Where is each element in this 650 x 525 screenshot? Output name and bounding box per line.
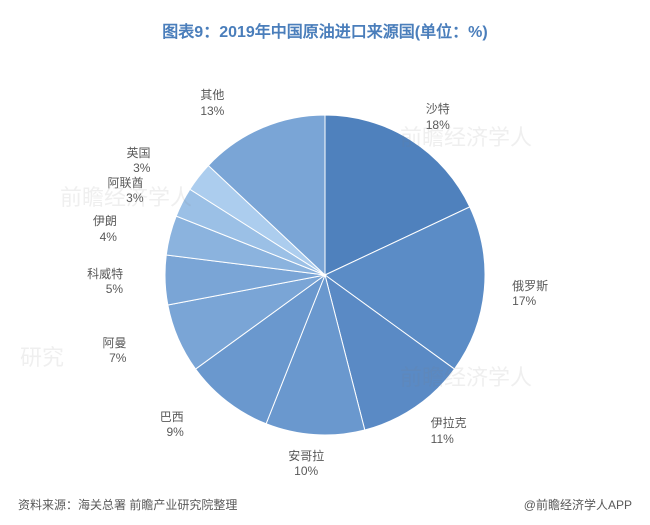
chart-title: 图表9：2019年中国原油进口来源国(单位：%) — [0, 0, 650, 42]
slice-name: 伊朗 — [93, 214, 117, 228]
slice-value: 3% — [126, 191, 143, 205]
source-text: 资料来源：海关总署 前瞻产业研究院整理 — [18, 496, 237, 513]
slice-label: 英国3% — [126, 146, 150, 177]
slice-label: 沙特 18% — [426, 102, 450, 133]
slice-name: 巴西 — [160, 410, 184, 424]
slice-value: 11% — [431, 432, 454, 446]
slice-name: 科威特 — [87, 267, 123, 281]
attribution-text: @前瞻经济学人APP — [524, 496, 632, 513]
slice-label: 阿联酋3% — [107, 176, 143, 207]
slice-name: 沙特 — [426, 102, 450, 116]
slice-value: 4% — [100, 230, 117, 244]
slice-label: 科威特5% — [87, 267, 123, 298]
slice-value: 18% — [426, 118, 450, 132]
slice-value: 10% — [294, 464, 318, 478]
slice-name: 英国 — [126, 146, 150, 160]
slice-value: 9% — [166, 425, 183, 439]
slice-name: 阿联酋 — [107, 176, 143, 190]
slice-name: 安哥拉 — [288, 449, 324, 463]
slice-value: 17% — [512, 294, 536, 308]
slice-label: 巴西9% — [160, 410, 184, 441]
slice-name: 阿曼 — [102, 336, 126, 350]
slice-value: 7% — [109, 351, 126, 365]
pie-svg — [0, 50, 650, 470]
slice-name: 其他 — [200, 88, 224, 102]
slice-name: 俄罗斯 — [512, 279, 548, 293]
slice-label: 俄罗斯17% — [512, 279, 548, 310]
slice-label: 安哥拉10% — [288, 449, 324, 480]
pie-chart: 沙特18%俄罗斯17%伊拉克11%安哥拉10%巴西9%阿曼7%科威特5%伊朗4%… — [0, 50, 650, 470]
slice-value: 13% — [200, 104, 224, 118]
slice-value: 5% — [106, 282, 123, 296]
slice-label: 伊拉克 11% — [431, 416, 467, 447]
slice-label: 其他 13% — [200, 88, 224, 119]
slice-value: 3% — [133, 161, 150, 175]
footer: 资料来源：海关总署 前瞻产业研究院整理 @前瞻经济学人APP — [18, 496, 632, 513]
slice-label: 伊朗 4% — [93, 214, 117, 245]
slice-name: 伊拉克 — [431, 416, 467, 430]
slice-label: 阿曼7% — [102, 336, 126, 367]
